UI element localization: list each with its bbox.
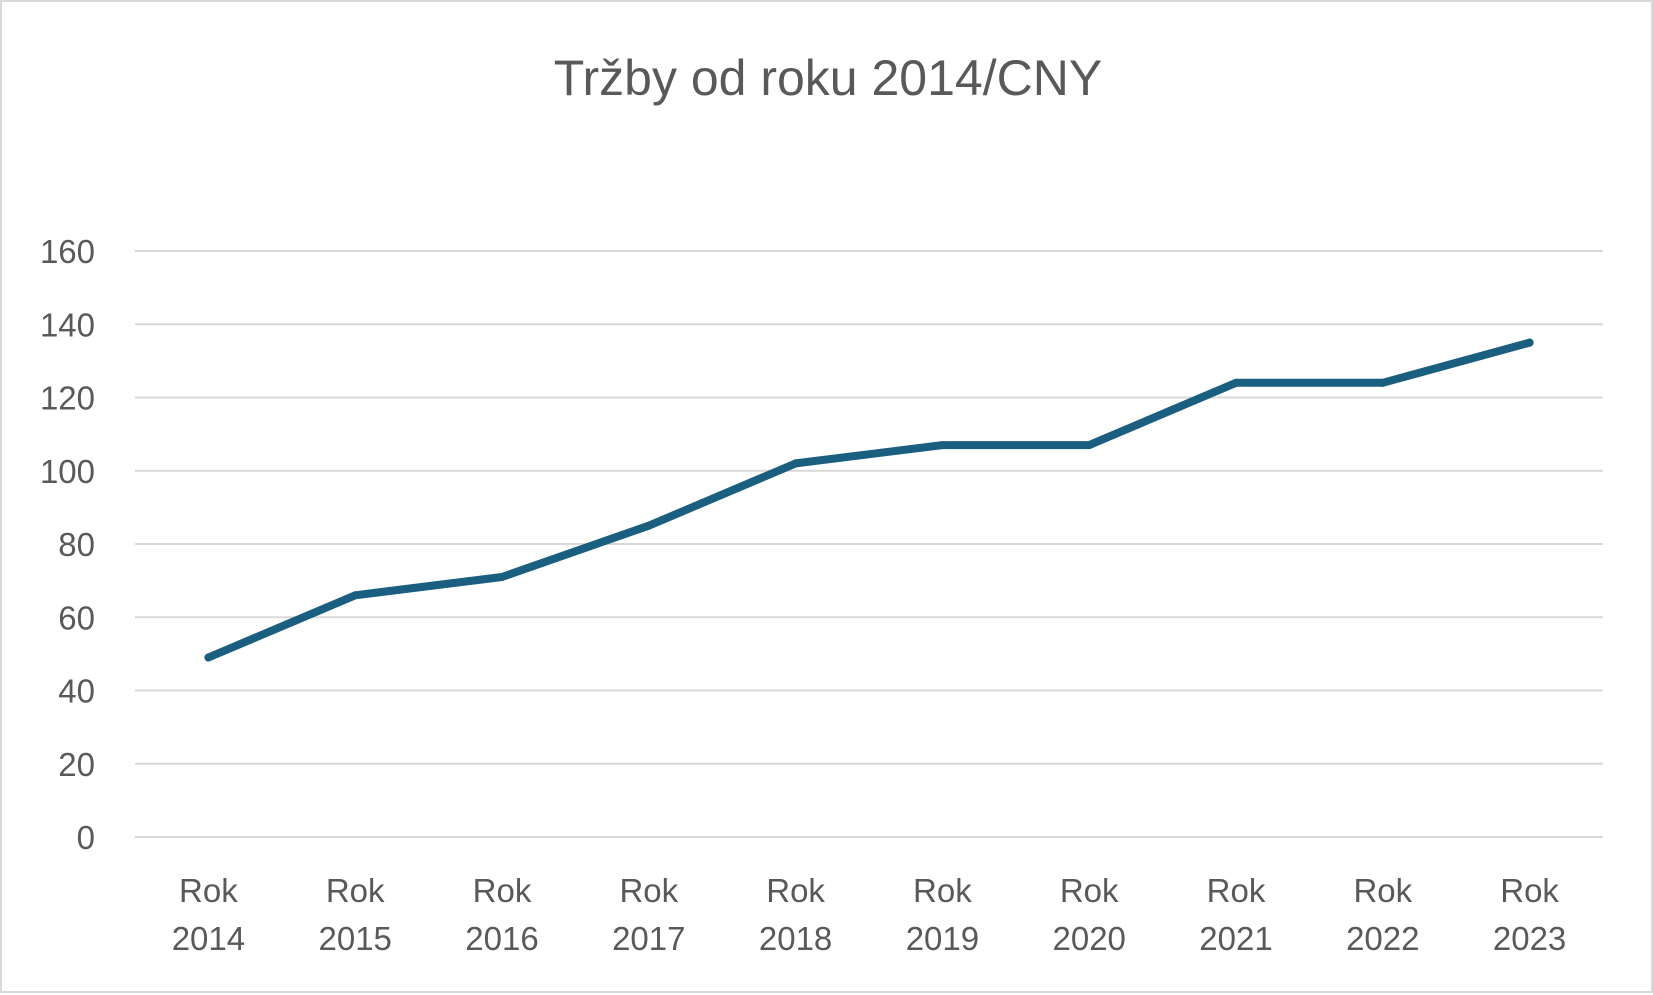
data-point-2019 xyxy=(938,441,947,450)
x-tick-label-Rok-2022: Rok 2022 xyxy=(1346,872,1419,957)
data-point-2022 xyxy=(1378,378,1387,387)
y-axis-ticks: 0 20 40 60 80 100 120 140 160 xyxy=(40,233,95,856)
y-tick-label-60: 60 xyxy=(58,599,95,636)
x-tick-label-line: Rok xyxy=(473,872,532,909)
series-line-0 xyxy=(204,338,1534,662)
y-tick-label-100: 100 xyxy=(40,453,95,490)
x-tick-label-line: 2019 xyxy=(906,920,979,957)
y-tick-label-140: 140 xyxy=(40,306,95,343)
y-tick-label-40: 40 xyxy=(58,673,95,710)
x-tick-label-line: 2015 xyxy=(318,920,391,957)
data-point-2017 xyxy=(644,521,653,530)
x-tick-label-Rok-2017: Rok 2017 xyxy=(612,872,685,957)
gridlines xyxy=(135,250,1603,838)
x-tick-label-line: Rok xyxy=(1353,872,1412,909)
x-tick-label-Rok-2021: Rok 2021 xyxy=(1199,872,1272,957)
x-tick-label-line: 2018 xyxy=(759,920,832,957)
x-tick-label-line: 2023 xyxy=(1493,920,1566,957)
data-point-2023 xyxy=(1525,338,1534,347)
x-axis-ticks: Rok 2014 Rok 2015 Rok 2016 Rok 2017 Rok 2018 Rok 20… xyxy=(172,872,1567,957)
x-tick-label-Rok-2019: Rok 2019 xyxy=(906,872,979,957)
x-tick-label-Rok-2023: Rok 2023 xyxy=(1493,872,1566,957)
data-point-2015 xyxy=(351,591,360,600)
x-tick-label-line: Rok xyxy=(1207,872,1266,909)
x-tick-label-line: 2017 xyxy=(612,920,685,957)
x-tick-label-line: 2021 xyxy=(1199,920,1272,957)
x-tick-label-line: Rok xyxy=(766,872,825,909)
y-tick-label-160: 160 xyxy=(40,233,95,270)
y-tick-label-0: 0 xyxy=(77,819,95,856)
data-point-2016 xyxy=(498,572,506,581)
x-tick-label-line: Rok xyxy=(326,872,385,909)
data-point-2018 xyxy=(791,459,800,468)
data-point-2014 xyxy=(204,653,213,662)
y-tick-label-80: 80 xyxy=(58,526,95,563)
series-layer xyxy=(204,338,1534,662)
x-tick-label-line: Rok xyxy=(913,872,972,909)
x-tick-label-line: 2014 xyxy=(172,920,245,957)
y-tick-label-20: 20 xyxy=(58,746,95,783)
x-tick-label-Rok-2018: Rok 2018 xyxy=(759,872,832,957)
data-point-2020 xyxy=(1085,441,1094,450)
x-tick-label-Rok-2016: Rok 2016 xyxy=(465,872,538,957)
x-tick-label-line: Rok xyxy=(179,872,238,909)
chart-title: Tržby od roku 2014/CNY xyxy=(554,50,1102,106)
y-tick-label-120: 120 xyxy=(40,380,95,417)
x-tick-label-line: 2020 xyxy=(1052,920,1125,957)
x-tick-label-line: 2016 xyxy=(465,920,538,957)
x-tick-label-line: 2022 xyxy=(1346,920,1419,957)
x-tick-label-Rok-2015: Rok 2015 xyxy=(318,872,391,957)
data-point-2021 xyxy=(1232,378,1240,387)
x-tick-label-Rok-2020: Rok 2020 xyxy=(1052,872,1125,957)
x-tick-label-Rok-2014: Rok 2014 xyxy=(172,872,245,957)
x-tick-label-line: Rok xyxy=(1060,872,1119,909)
x-tick-label-line: Rok xyxy=(619,872,678,909)
x-tick-label-line: Rok xyxy=(1500,872,1559,909)
